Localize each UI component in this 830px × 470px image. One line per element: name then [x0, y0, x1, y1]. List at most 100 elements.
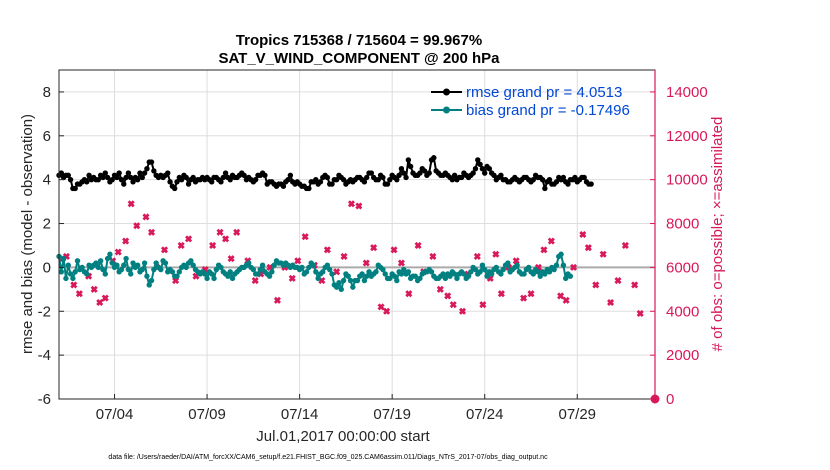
bias-point [525, 264, 532, 271]
bias-point [562, 275, 569, 282]
rmse-point [361, 179, 368, 185]
bias-point [139, 266, 145, 273]
bias-point [567, 273, 574, 279]
bias-point [123, 255, 129, 262]
bias-point [255, 271, 261, 277]
rmse-point [498, 172, 504, 178]
rmse-point [588, 181, 594, 187]
bias-point [451, 271, 458, 277]
bias-point [204, 275, 210, 282]
bias-point [326, 266, 333, 273]
rmse-point [479, 166, 486, 172]
obs-marker [557, 292, 565, 300]
bias-point [310, 262, 317, 268]
rmse-point [65, 172, 71, 178]
footer-note: data file: /Users/raeder/DAI/ATM_forcXX/… [108, 454, 548, 461]
obs-marker [449, 301, 457, 309]
bias-point [336, 280, 342, 286]
rmse-point [313, 176, 319, 183]
bias-series [56, 251, 574, 293]
bias-point [315, 275, 321, 282]
rmse-point [116, 170, 122, 176]
bias-point [514, 262, 520, 268]
bias-point [537, 273, 543, 279]
x-tick-label: 07/09 [188, 406, 226, 423]
rmse-point [530, 176, 537, 183]
rmse-point [128, 174, 134, 181]
obs-marker [383, 307, 391, 315]
obs-marker [340, 252, 348, 260]
rmse-point [252, 176, 259, 183]
obs-marker [547, 237, 555, 245]
bias-point [454, 275, 460, 282]
bias-point [97, 258, 104, 264]
obs-marker [209, 241, 217, 250]
legend-bias-label: bias grand pr = -0.17496 [466, 102, 630, 119]
rmse-point [396, 172, 402, 178]
bias-point [530, 271, 537, 277]
rmse-point [458, 174, 465, 181]
rmse-point [102, 170, 108, 176]
rmse-point [144, 166, 150, 172]
obs-marker [397, 259, 405, 267]
rmse-point [546, 176, 553, 183]
rmse-point [560, 174, 567, 181]
x-axis-label: Jul.01,2017 00:00:00 start [256, 428, 430, 445]
bias-point [498, 271, 504, 277]
bias-point [162, 260, 169, 266]
bias-point [558, 251, 564, 257]
bias-point [354, 277, 361, 284]
rmse-point [165, 170, 171, 176]
obs-marker [607, 298, 615, 307]
bias-point [405, 269, 412, 275]
y-axis-right: 0 2000 4000 6000 8000 10000 12000 14000 [650, 84, 708, 408]
bias-point [299, 264, 305, 271]
rmse-point [262, 172, 268, 178]
rmse-point [141, 170, 148, 176]
bias-point [227, 269, 233, 275]
rmse-point [477, 161, 483, 168]
obs-marker [251, 277, 259, 285]
rmse-point [306, 185, 312, 192]
bias-point [218, 264, 224, 271]
rmse-point [95, 176, 102, 183]
rmse-point [542, 185, 548, 192]
obs-marker [70, 281, 78, 289]
bias-point [118, 266, 125, 273]
y-tick-label-right: 10000 [666, 172, 708, 189]
obs-marker [233, 228, 241, 236]
bias-point [169, 269, 176, 275]
rmse-point [58, 170, 65, 176]
rmse-point [84, 179, 90, 185]
y-tick-label-left: -4 [38, 347, 51, 364]
obs-marker [122, 237, 130, 245]
obs-marker [185, 235, 193, 243]
bias-point [209, 271, 215, 277]
bias-point [72, 269, 78, 275]
y-axis-right-label: # of obs: o=possible; ×=assimilated [709, 117, 726, 352]
y-tick-label-left: 0 [43, 259, 51, 276]
obs-marker [370, 244, 378, 252]
bias-point [107, 251, 113, 257]
x-tick-label: 07/24 [466, 406, 504, 423]
obs-marker [444, 292, 452, 300]
obs-marker [333, 268, 341, 276]
obs-marker [177, 241, 185, 250]
obs-marker [390, 246, 398, 254]
bias-point [505, 260, 511, 266]
obs-marker [101, 294, 109, 302]
rmse-point [364, 174, 370, 181]
rmse-point [167, 179, 173, 185]
bias-point [259, 262, 266, 268]
obs-marker [636, 309, 644, 317]
obs-marker [614, 277, 622, 285]
bias-point [500, 266, 506, 273]
obs-marker [579, 230, 587, 239]
bias-point [329, 271, 335, 277]
bias-point [190, 262, 196, 268]
rmse-point [405, 157, 412, 163]
legend-rmse-label: rmse grand pr = 4.0513 [466, 84, 622, 101]
obs-marker [227, 255, 235, 263]
rmse-point [209, 179, 215, 185]
bias-point [553, 262, 560, 268]
